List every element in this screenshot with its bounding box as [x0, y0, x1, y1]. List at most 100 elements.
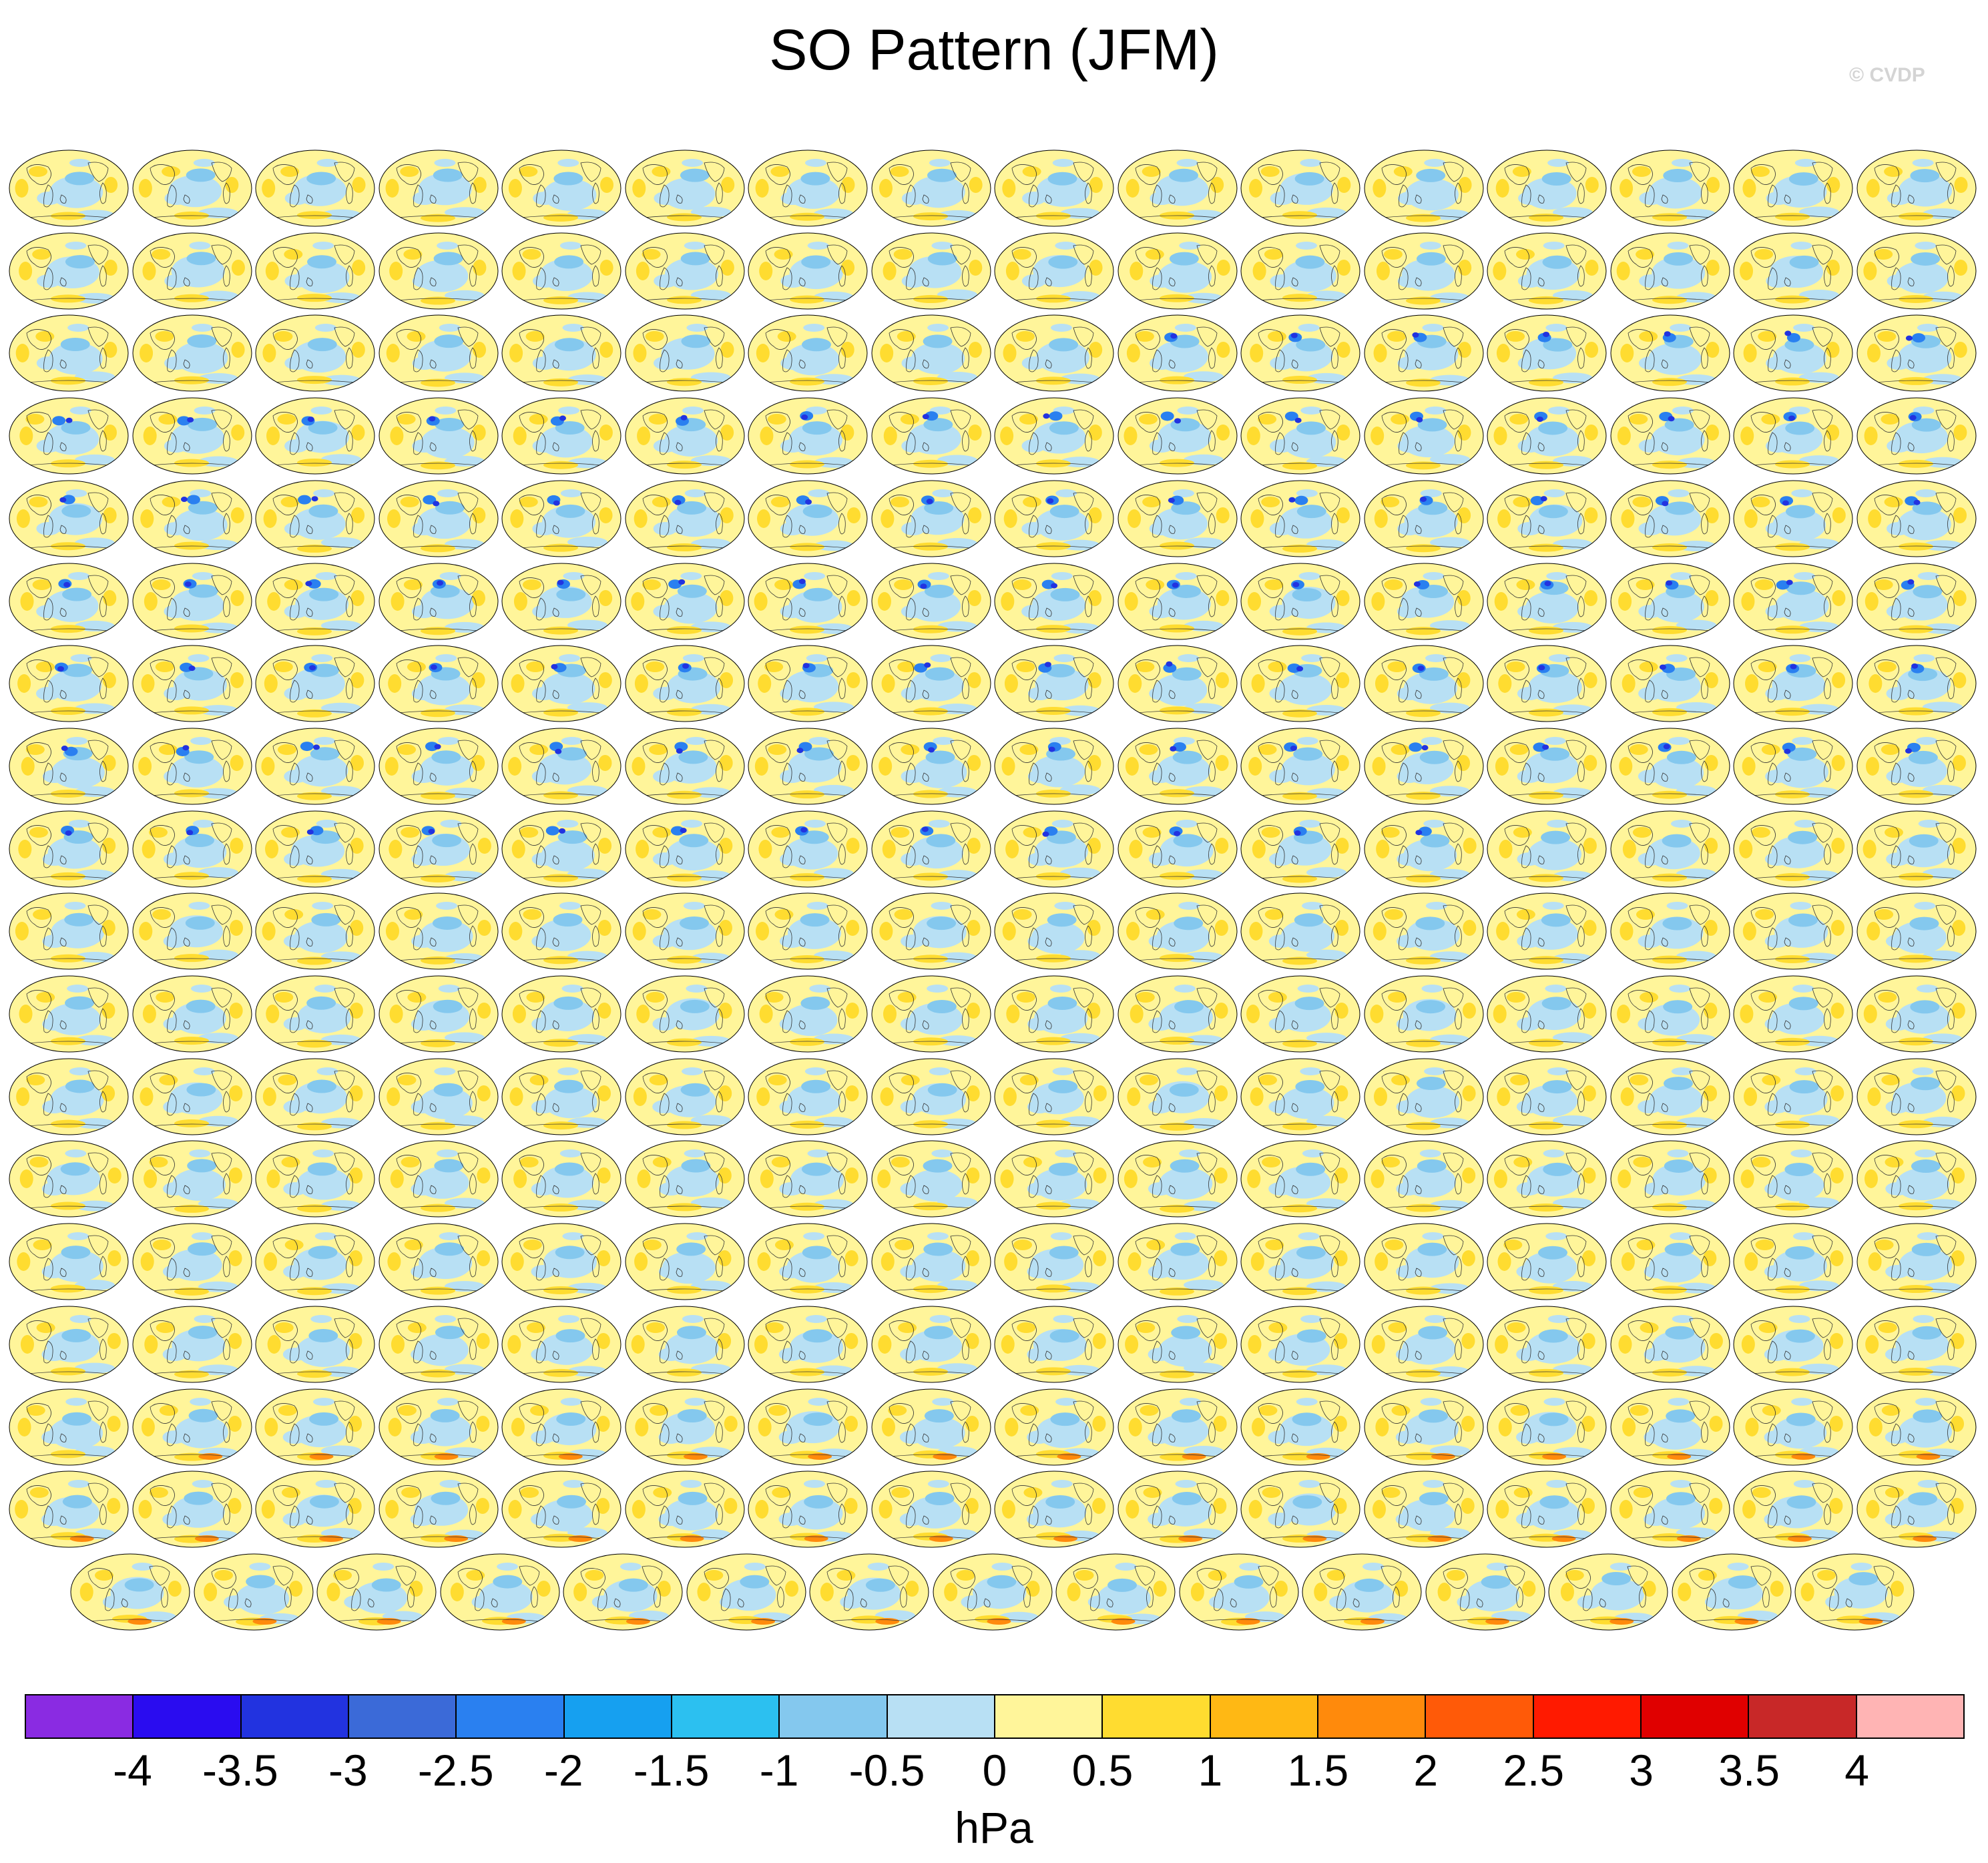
so-pattern-map — [871, 1223, 991, 1300]
colorbar-tick-labels: -4 -3.5 -3 -2.5 -2 -1.5 -1 -0.5 0 0.5 1 1.5 2 2.5 3 3.5… — [0, 1745, 1988, 1798]
so-pattern-map — [1856, 1388, 1976, 1465]
so-pattern-map — [748, 480, 868, 557]
map-panel — [932, 1552, 1053, 1632]
so-pattern-map — [625, 645, 744, 722]
so-pattern-map — [1240, 1140, 1360, 1218]
map-panel — [132, 726, 253, 806]
so-pattern-map — [1117, 397, 1237, 475]
map-panel — [1732, 1222, 1854, 1302]
so-pattern-map — [1364, 892, 1483, 970]
map-panel — [1486, 396, 1607, 476]
so-pattern-map — [994, 810, 1114, 888]
so-pattern-map — [1733, 1306, 1853, 1383]
so-pattern-map — [1117, 975, 1237, 1053]
colorbar-swatch — [26, 1695, 134, 1738]
map-panel: 1979-2023ERA5_1r=0.96 — [132, 148, 253, 228]
map-panel — [1486, 1304, 1607, 1384]
so-pattern-map — [379, 975, 498, 1053]
so-pattern-map — [1117, 1306, 1237, 1383]
so-pattern-map — [748, 810, 868, 888]
map-panel — [8, 891, 130, 971]
map-panel — [1609, 809, 1731, 889]
so-pattern-map — [1364, 1388, 1483, 1465]
map-panel — [624, 1469, 746, 1549]
map-panel — [1732, 1387, 1854, 1467]
map-panel — [993, 1387, 1115, 1467]
so-pattern-map — [132, 1058, 252, 1135]
so-pattern-map — [1487, 397, 1607, 475]
map-panel — [871, 313, 992, 393]
map-panel — [871, 1387, 992, 1467]
so-pattern-map — [994, 563, 1114, 639]
so-pattern-map — [625, 975, 744, 1053]
so-pattern-map — [1733, 314, 1853, 392]
map-panel — [747, 974, 868, 1054]
so-pattern-map — [132, 645, 252, 722]
map-panel — [993, 1222, 1115, 1302]
so-pattern-map — [871, 892, 991, 970]
so-pattern-map — [1240, 728, 1360, 805]
map-panel — [254, 1057, 376, 1137]
map-panel — [747, 809, 868, 889]
so-pattern-map — [625, 1388, 744, 1465]
so-pattern-map — [1117, 150, 1237, 227]
map-panel — [1117, 726, 1238, 806]
map-panel — [1117, 148, 1238, 228]
colorbar-tick-label: 3 — [1629, 1746, 1654, 1795]
map-panel — [1117, 561, 1238, 641]
so-pattern-map — [748, 1223, 868, 1300]
so-pattern-map — [1487, 975, 1607, 1053]
map-panel — [132, 231, 253, 311]
so-pattern-map — [379, 1058, 498, 1135]
so-pattern-map — [255, 1140, 375, 1218]
map-panel — [1117, 1222, 1238, 1302]
so-pattern-map — [501, 150, 622, 227]
map-panel — [378, 643, 499, 724]
map-panel — [993, 1469, 1115, 1549]
so-pattern-map — [132, 150, 252, 227]
map-panel — [1363, 396, 1485, 476]
so-pattern-map — [1364, 645, 1483, 722]
so-pattern-map — [501, 480, 622, 557]
so-pattern-map — [1487, 1223, 1607, 1300]
map-panel — [1363, 1139, 1485, 1219]
so-pattern-map — [501, 810, 622, 888]
map-panel — [1609, 561, 1731, 641]
map-panel — [1856, 891, 1977, 971]
so-pattern-map — [501, 975, 622, 1053]
map-panel — [1856, 1057, 1977, 1137]
map-panel — [1240, 891, 1361, 971]
map-panel — [1117, 1139, 1238, 1219]
map-panel — [1856, 1139, 1977, 1219]
map-panel — [378, 1469, 499, 1549]
so-pattern-map — [1364, 1471, 1483, 1548]
map-panel — [1486, 809, 1607, 889]
map-panel — [8, 809, 130, 889]
so-pattern-map — [255, 1388, 375, 1465]
so-pattern-map — [994, 1388, 1114, 1465]
map-panel — [1856, 1469, 1977, 1549]
so-pattern-map — [132, 397, 252, 475]
so-pattern-map — [379, 810, 498, 888]
map-panel — [8, 1304, 130, 1384]
so-pattern-map — [255, 150, 375, 227]
map-panel — [1363, 1304, 1485, 1384]
map-panel — [993, 313, 1115, 393]
colorbar — [25, 1694, 1965, 1739]
so-pattern-map — [132, 975, 252, 1053]
colorbar-tick-label: -2.5 — [417, 1746, 494, 1795]
so-pattern-map — [1117, 1223, 1237, 1300]
map-panel — [1240, 479, 1361, 559]
so-pattern-map — [1240, 1388, 1360, 1465]
so-pattern-map — [871, 150, 991, 227]
map-panel — [871, 479, 992, 559]
map-panel — [1609, 726, 1731, 806]
map-panel — [378, 313, 499, 393]
colorbar-tick-label: 3.5 — [1718, 1746, 1780, 1795]
so-pattern-map — [1302, 1553, 1422, 1631]
map-panel — [1240, 1222, 1361, 1302]
map-panel — [1117, 1057, 1238, 1137]
map-panel — [1609, 396, 1731, 476]
map-panel — [993, 148, 1115, 228]
map-panel — [254, 974, 376, 1054]
